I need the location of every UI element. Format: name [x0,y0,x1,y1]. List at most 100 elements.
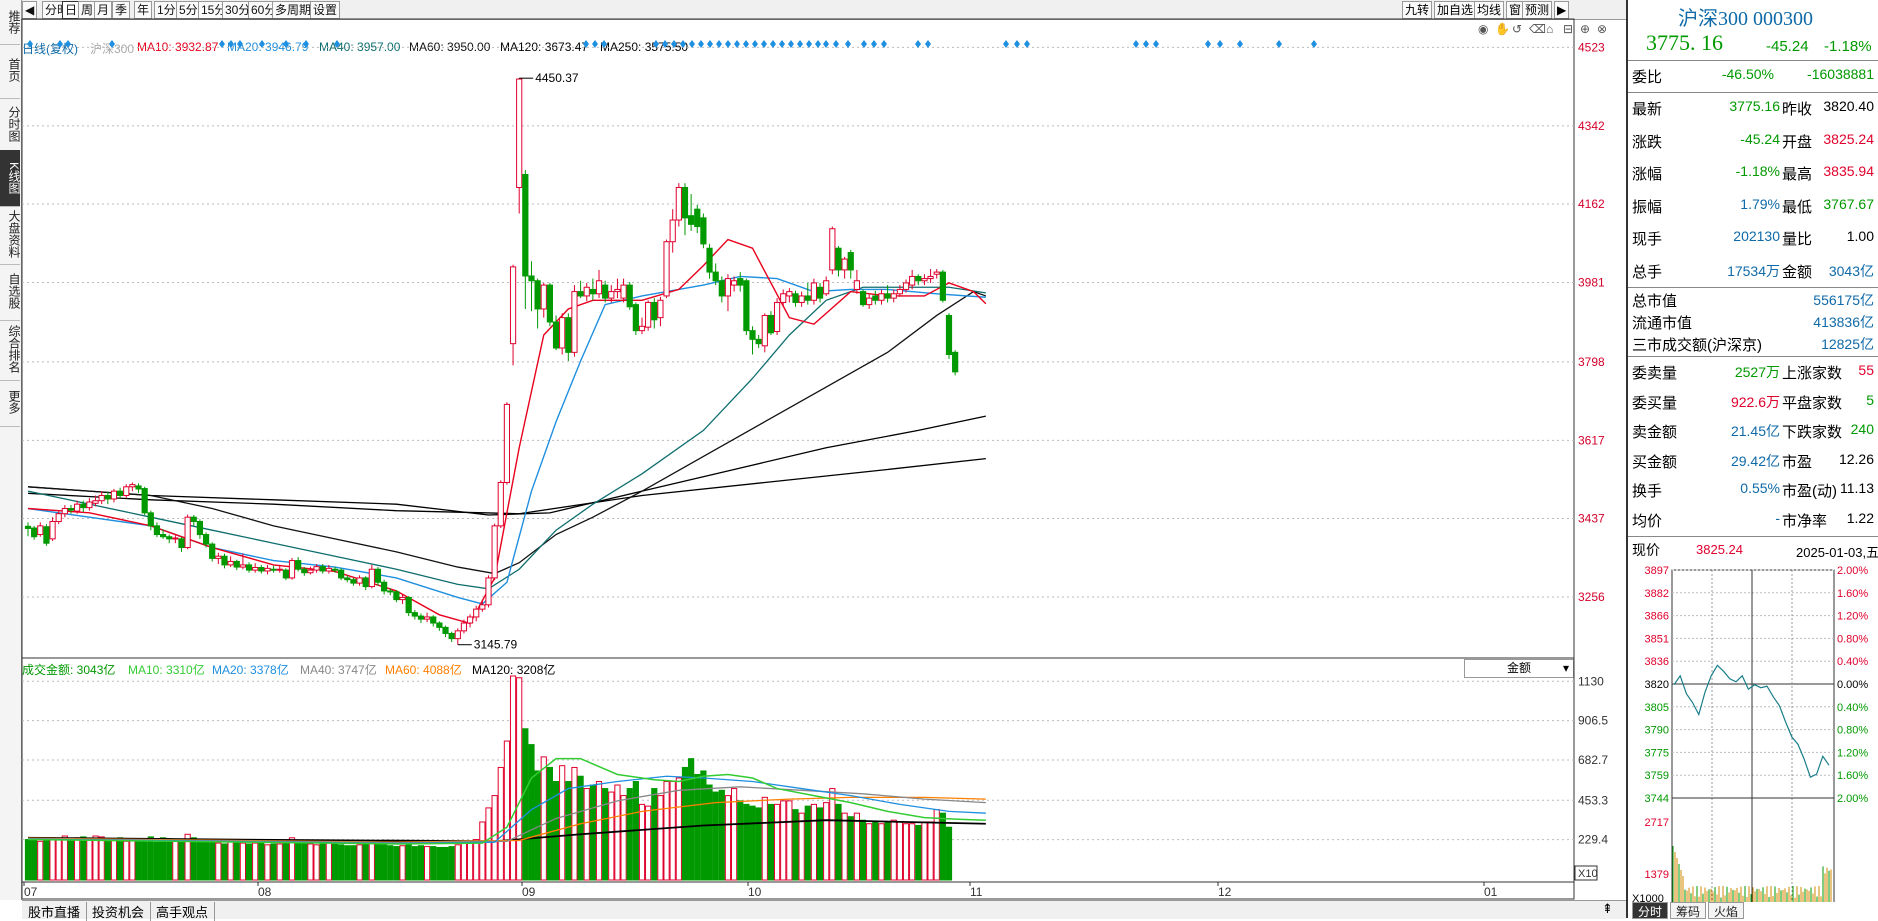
volume-bar[interactable] [792,809,799,881]
volume-bar[interactable] [221,843,228,881]
volume-bar[interactable] [829,788,836,881]
candle[interactable] [92,495,99,507]
candle[interactable] [417,613,425,624]
candle[interactable] [522,170,529,309]
candle[interactable] [393,590,400,603]
left-nav-item[interactable]: 综合排名 [0,318,21,381]
candle[interactable] [675,183,682,227]
candle[interactable] [245,562,253,573]
candle[interactable] [264,564,271,575]
candle[interactable] [749,326,756,355]
candle[interactable] [141,486,148,516]
toolbar-tab[interactable]: 月 [94,1,113,19]
candle[interactable] [534,278,541,329]
left-nav-item[interactable]: 自选股 [0,262,21,321]
toolbar-tab[interactable]: 60分 [248,1,280,19]
volume-bar[interactable] [669,781,676,881]
candle[interactable] [829,226,836,275]
candle[interactable] [387,588,394,596]
candle[interactable] [282,568,289,581]
candle[interactable] [80,500,87,512]
volume-bar[interactable] [362,842,369,881]
candle[interactable] [430,615,437,627]
bottom-tab[interactable]: 高手观点 [150,902,216,921]
volume-bar[interactable] [215,842,222,881]
volume-bar[interactable] [485,807,492,881]
candle[interactable] [792,290,799,307]
volume-bar[interactable] [37,840,44,881]
volume-bar[interactable] [319,843,326,881]
volume-bar[interactable] [909,823,916,881]
volume-bar[interactable] [804,805,811,881]
volume-bar[interactable] [651,788,658,881]
candle[interactable] [129,482,136,492]
volume-bar[interactable] [448,846,455,881]
hand-icon[interactable]: ✋ [1495,22,1510,36]
candle[interactable] [921,274,928,286]
candle[interactable] [503,402,511,485]
volume-bar[interactable] [344,845,351,881]
volume-bar[interactable] [835,803,842,881]
candle[interactable] [835,246,842,277]
volume-bar[interactable] [522,728,529,881]
volume-bar[interactable] [896,821,903,881]
candle[interactable] [755,334,762,348]
candle[interactable] [37,522,44,537]
candle[interactable] [939,269,946,303]
volume-bar[interactable] [117,837,124,881]
volume-bar[interactable] [190,837,197,881]
candle[interactable] [583,282,590,302]
volume-bar[interactable] [939,812,946,881]
candle[interactable] [485,575,492,608]
candle[interactable] [602,280,609,303]
volume-bar[interactable] [454,844,461,881]
volume-bar[interactable] [338,844,345,881]
volume-bar[interactable] [608,791,615,881]
volume-bar[interactable] [866,823,873,881]
candle[interactable] [786,288,793,303]
candle[interactable] [331,566,339,573]
candle[interactable] [614,278,621,299]
volume-bar[interactable] [387,845,394,881]
candle[interactable] [669,209,676,253]
candle[interactable] [743,278,750,335]
toolbar-right-item[interactable]: 窗 [1506,1,1525,19]
volume-bar[interactable] [411,846,418,881]
bottom-tab[interactable]: 股市直播 [22,902,88,921]
candle[interactable] [104,492,111,505]
volume-bar[interactable] [516,677,523,881]
volume-bar[interactable] [405,844,412,881]
candle[interactable] [540,282,547,318]
volume-bar[interactable] [141,838,148,881]
candle[interactable] [110,488,118,503]
zoom-in-icon[interactable]: ⊕ [1580,22,1590,36]
volume-bar[interactable] [731,788,738,881]
candle[interactable] [368,564,375,589]
candle[interactable] [731,276,738,292]
candle[interactable] [626,282,633,310]
volume-bar[interactable] [258,841,265,881]
left-nav-item[interactable]: 推荐 [0,0,21,45]
candle[interactable] [301,567,308,576]
volume-bar[interactable] [67,839,75,881]
volume-bar[interactable] [209,841,216,881]
volume-bar[interactable] [288,837,296,881]
volume-bar[interactable] [945,826,953,881]
volume-bar[interactable] [497,766,504,881]
candle[interactable] [565,313,572,362]
candle[interactable] [159,529,167,539]
volume-bar[interactable] [786,800,793,881]
candle[interactable] [215,552,222,565]
volume-bar[interactable] [780,800,787,881]
volume-bar[interactable] [49,837,56,881]
candle[interactable] [890,289,897,303]
volume-bar[interactable] [724,795,732,881]
volume-bar[interactable] [92,835,99,881]
candle[interactable] [288,557,296,580]
volume-bar[interactable] [466,841,474,881]
candle[interactable] [509,264,517,366]
candle[interactable] [258,564,265,574]
volume-bar[interactable] [393,846,400,881]
candle[interactable] [559,313,566,355]
volume-bar[interactable] [816,807,824,881]
